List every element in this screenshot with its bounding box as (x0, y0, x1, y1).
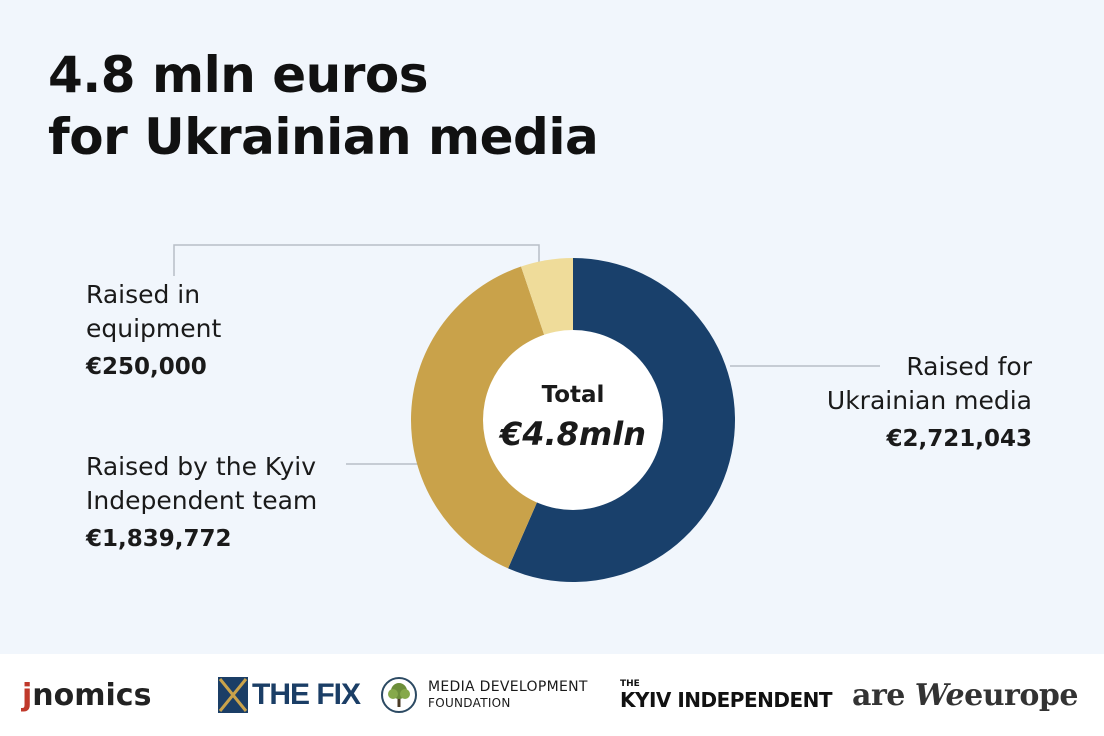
logo-are-we-europe[interactable]: are We europe (852, 654, 1078, 736)
main-panel: 4.8 mln euros for Ukrainian media Total … (0, 0, 1104, 654)
logo-awe-we: We (914, 677, 965, 713)
label-equipment: Raised in equipment €250,000 (86, 278, 306, 384)
logo-mdf-text: MEDIA DEVELOPMENT FOUNDATION (428, 679, 588, 711)
logo-kyiv-independent[interactable]: THE KYIV INDEPENDENT (620, 654, 833, 736)
label-media-line2: Ukrainian media (826, 386, 1032, 415)
logo-awe-pre: are (852, 677, 915, 713)
total-value: €4.8mln (499, 415, 647, 453)
leader-line-equipment (173, 244, 540, 276)
label-equipment-value: €250,000 (86, 354, 207, 380)
label-team-line1: Raised by the Kyiv (86, 452, 317, 481)
logo-jnomics[interactable]: j nomics (22, 654, 151, 736)
label-media-value: €2,721,043 (886, 426, 1032, 452)
logo-the-fix-text: THE FIX (252, 678, 361, 711)
donut-center: Total €4.8mln (487, 378, 659, 456)
partner-logos-footer: j nomics THE FIX MEDIA DEVELOPMENT FOUNDA… (0, 654, 1104, 736)
donut-hole (483, 330, 663, 510)
logo-mdf-line2: FOUNDATION (428, 696, 511, 710)
donut-chart (173, 244, 880, 582)
leader-lines (173, 244, 880, 465)
total-label: Total (541, 382, 605, 408)
tree-icon (381, 677, 417, 713)
page-title: 4.8 mln euros for Ukrainian media (48, 44, 599, 168)
logo-jnomics-j: j (22, 677, 33, 713)
title-line-1: 4.8 mln euros (48, 46, 429, 104)
logo-media-development-foundation[interactable]: MEDIA DEVELOPMENT FOUNDATION (380, 654, 588, 736)
logo-kyiv-name: KYIV INDEPENDENT (620, 688, 833, 712)
label-team-value: €1,839,772 (86, 526, 232, 552)
label-equipment-line1: Raised in (86, 280, 201, 309)
label-equipment-line2: equipment (86, 314, 222, 343)
label-team-line2: Independent team (86, 486, 318, 515)
label-team: Raised by the Kyiv Independent team €1,8… (86, 450, 386, 556)
label-media: Raised for Ukrainian media €2,721,043 (772, 350, 1032, 456)
label-media-line1: Raised for (906, 352, 1032, 381)
logo-jnomics-rest: nomics (32, 677, 152, 713)
logo-the-fix[interactable]: THE FIX (218, 654, 361, 736)
logo-mdf-line1: MEDIA DEVELOPMENT (428, 679, 588, 695)
the-fix-x-icon (218, 677, 248, 713)
logo-kyiv-the: THE (620, 679, 640, 689)
title-line-2: for Ukrainian media (48, 108, 599, 166)
logo-awe-post: europe (964, 677, 1078, 713)
